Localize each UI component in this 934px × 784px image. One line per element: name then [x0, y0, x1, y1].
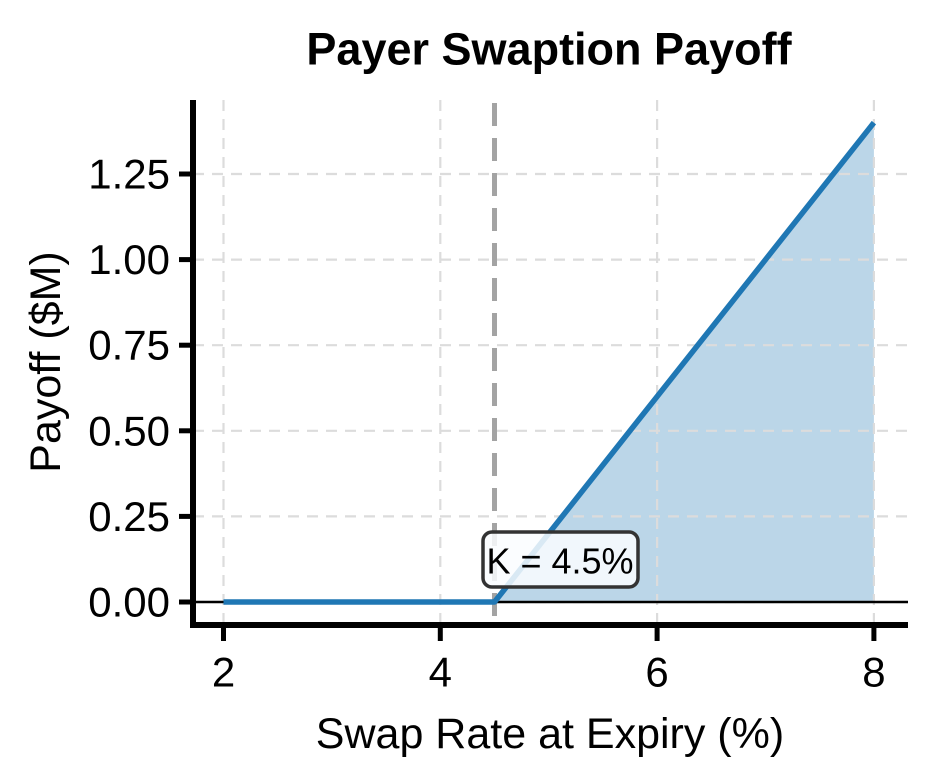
annotation-box: [481, 530, 640, 589]
strike-annotation: K = 4.5%: [481, 530, 640, 589]
payoff-line-layer: [223, 120, 877, 605]
x-tick-label-4: 4: [429, 649, 452, 696]
y-tick-label-1.00: 1.00: [88, 236, 170, 283]
y-tick-label-0.50: 0.50: [88, 407, 170, 454]
tick-marks-layer: [179, 171, 877, 641]
y-tick-label-0.25: 0.25: [88, 493, 170, 540]
x-tick-label-8: 8: [862, 649, 885, 696]
x-axis-label: Swap Rate at Expiry (%): [316, 710, 784, 758]
axis-spines-layer: [190, 100, 908, 628]
tick-labels-layer: 2 4 6 8 0.00 0.25 0.50 0.75 1.00 1.25: [88, 151, 885, 696]
x-tick-label-6: 6: [645, 649, 668, 696]
y-tick-label-0.75: 0.75: [88, 322, 170, 369]
chart-title: Payer Swaption Payoff: [306, 24, 792, 75]
x-tick-label-2: 2: [212, 649, 235, 696]
payoff-line: [223, 120, 877, 605]
annotation-label: K = 4.5%: [486, 541, 633, 582]
y-tick-label-1.25: 1.25: [88, 151, 170, 198]
y-axis-label: Payoff ($M): [22, 251, 70, 472]
y-tick-label-0.00: 0.00: [88, 579, 170, 626]
